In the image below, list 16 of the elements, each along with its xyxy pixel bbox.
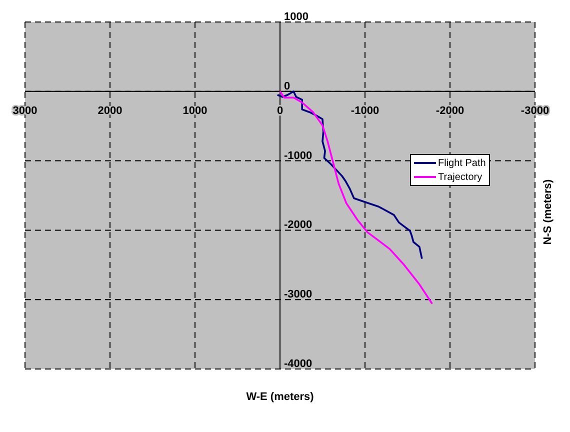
y-tick-label: -1000 <box>284 150 312 162</box>
y-tick-label: 1000 <box>284 11 308 23</box>
x-tick-label: -2000 <box>436 104 464 117</box>
y-axis-title: N-S (meters) <box>542 178 554 244</box>
legend-label: Flight Path <box>438 158 486 168</box>
y-tick-label: -2000 <box>284 219 312 232</box>
legend-label: Trajectory <box>438 172 482 182</box>
y-tick-label: 0 <box>284 80 290 92</box>
x-tick-label: -3000 <box>520 104 550 117</box>
y-tick-label: -4000 <box>284 358 312 370</box>
y-tick-label: -3000 <box>284 288 312 301</box>
x-tick-label: 2000 <box>98 104 122 117</box>
x-axis-title: W-E (meters) <box>246 391 314 403</box>
x-tick-label: 1000 <box>182 104 208 117</box>
x-tick-label: 3000 <box>12 104 38 117</box>
x-tick-label: -1000 <box>350 104 380 117</box>
